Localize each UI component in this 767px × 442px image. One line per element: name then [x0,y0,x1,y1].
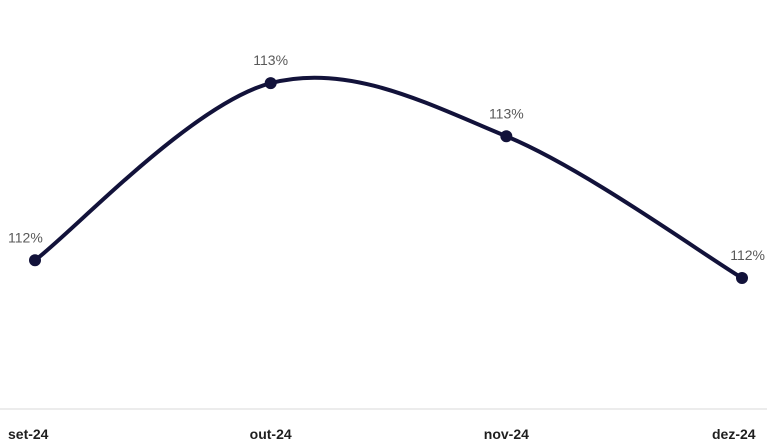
data-label: 113% [489,105,524,121]
x-tick-label: set-24 [8,426,49,442]
data-point [264,77,277,90]
data-label: 112% [730,247,765,263]
data-label: 112% [8,229,43,245]
data-point [29,254,41,267]
data-point [500,130,513,143]
x-tick-label: out-24 [250,426,292,442]
x-tick-label: nov-24 [484,426,529,442]
data-point [736,272,748,284]
x-tick-label: dez-24 [712,426,756,442]
data-label: 113% [253,52,288,68]
series-line [33,75,744,280]
